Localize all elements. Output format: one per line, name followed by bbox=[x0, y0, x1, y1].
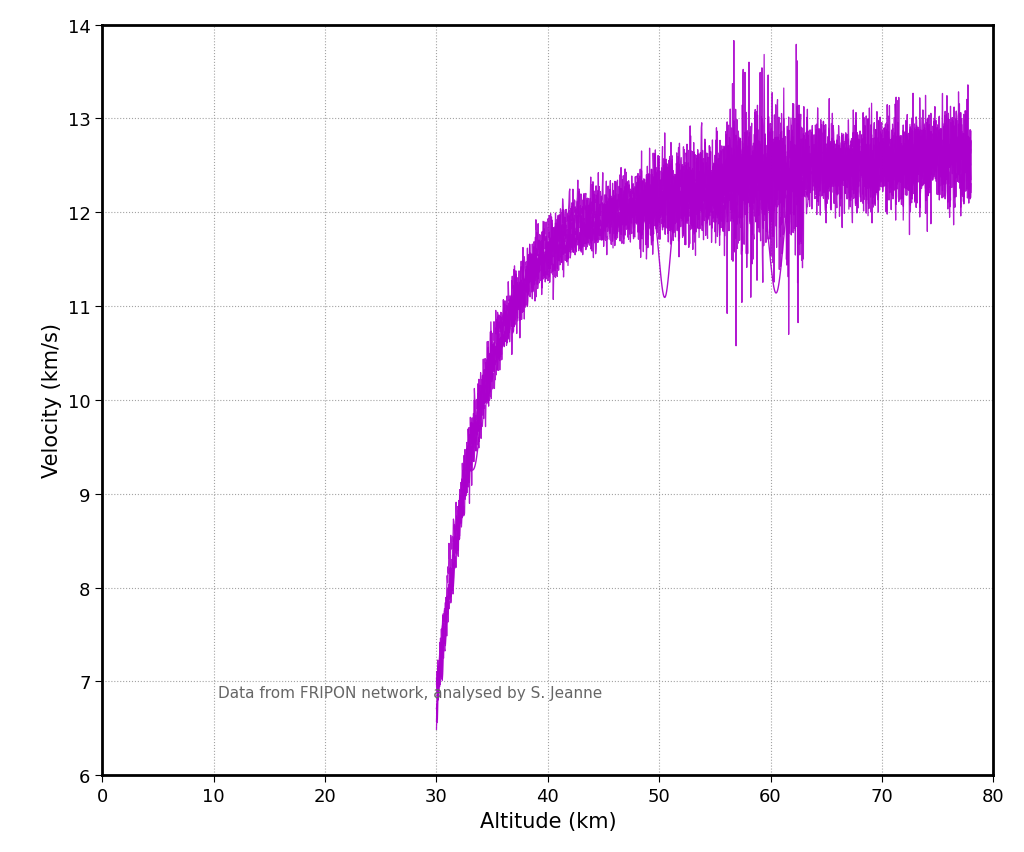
X-axis label: Altitude (km): Altitude (km) bbox=[479, 810, 616, 831]
Y-axis label: Velocity (km/s): Velocity (km/s) bbox=[42, 323, 62, 478]
Text: Data from FRIPON network, analysed by S. Jeanne: Data from FRIPON network, analysed by S.… bbox=[218, 685, 602, 700]
